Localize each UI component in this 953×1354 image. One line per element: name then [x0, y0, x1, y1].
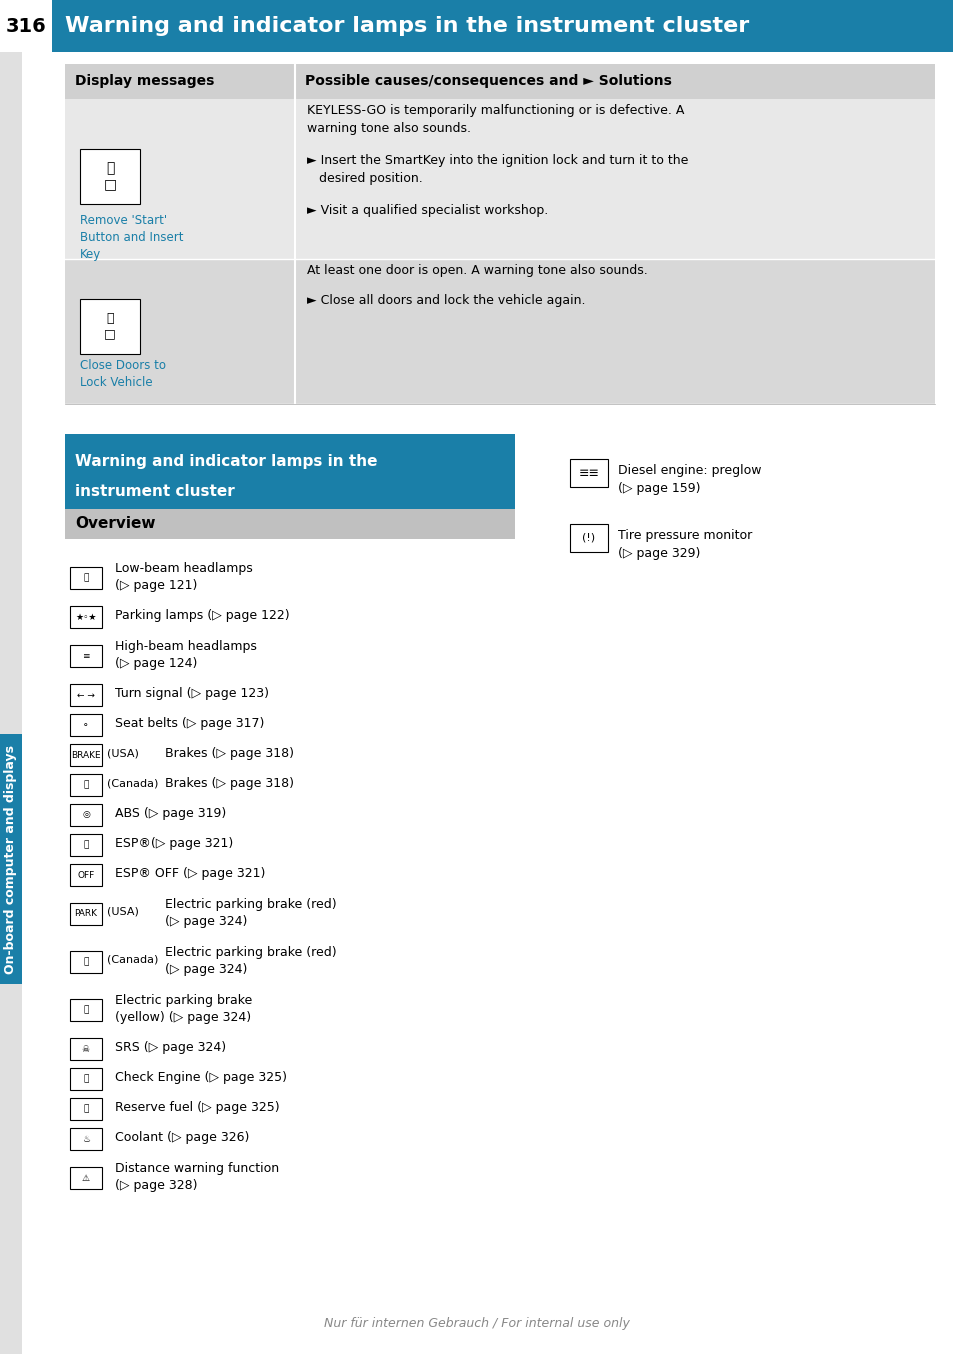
Bar — [65, 259, 934, 403]
Text: Turn signal (▷ page 123): Turn signal (▷ page 123) — [115, 686, 269, 700]
Text: ⚬: ⚬ — [82, 720, 90, 730]
Text: ♨: ♨ — [82, 1135, 90, 1144]
Text: ⚠: ⚠ — [82, 1174, 90, 1182]
Text: ⛟: ⛟ — [83, 841, 89, 849]
Bar — [569, 459, 607, 487]
Text: High-beam headlamps: High-beam headlamps — [115, 640, 256, 653]
Text: ⓘ: ⓘ — [83, 780, 89, 789]
Text: ABS (▷ page 319): ABS (▷ page 319) — [115, 807, 226, 819]
Text: ► Visit a qualified specialist workshop.: ► Visit a qualified specialist workshop. — [307, 204, 548, 217]
Text: ⓟ: ⓟ — [83, 1006, 89, 1014]
Text: ★◦★: ★◦★ — [75, 612, 96, 621]
Text: ☠: ☠ — [82, 1044, 90, 1053]
Text: Coolant (▷ page 326): Coolant (▷ page 326) — [115, 1131, 249, 1144]
Text: Diesel engine: preglow
(▷ page 159): Diesel engine: preglow (▷ page 159) — [618, 464, 760, 496]
Bar — [0, 734, 22, 984]
Bar — [70, 567, 102, 589]
Bar — [70, 645, 102, 668]
Bar — [70, 864, 102, 886]
Text: ← →: ← → — [77, 691, 95, 700]
Text: Warning and indicator lamps in the: Warning and indicator lamps in the — [75, 454, 377, 468]
Text: ESP® OFF (▷ page 321): ESP® OFF (▷ page 321) — [115, 867, 265, 880]
Text: Electric parking brake (red): Electric parking brake (red) — [165, 898, 336, 911]
Text: (Canada): (Canada) — [107, 955, 158, 965]
Text: (yellow) (▷ page 324): (yellow) (▷ page 324) — [115, 1011, 251, 1024]
Bar — [70, 1128, 102, 1150]
Text: (Canada): (Canada) — [107, 779, 158, 788]
Text: PARK: PARK — [74, 910, 97, 918]
Text: Seat belts (▷ page 317): Seat belts (▷ page 317) — [115, 716, 264, 730]
Text: Check Engine (▷ page 325): Check Engine (▷ page 325) — [115, 1071, 287, 1083]
Text: 316: 316 — [6, 16, 47, 35]
Bar — [0, 51, 22, 1354]
Text: On-board computer and displays: On-board computer and displays — [5, 745, 17, 974]
Bar — [70, 903, 102, 925]
Bar — [65, 64, 934, 99]
Text: ≡: ≡ — [82, 651, 90, 661]
Text: Distance warning function: Distance warning function — [115, 1162, 279, 1175]
Bar — [70, 743, 102, 766]
Text: Possible causes/consequences and ► Solutions: Possible causes/consequences and ► Solut… — [305, 74, 671, 88]
Text: (▷ page 328): (▷ page 328) — [115, 1179, 197, 1192]
Bar — [70, 714, 102, 737]
Text: Display messages: Display messages — [75, 74, 214, 88]
Text: Warning and indicator lamps in the instrument cluster: Warning and indicator lamps in the instr… — [65, 16, 748, 37]
Bar — [70, 684, 102, 705]
Text: Nur für internen Gebrauch / For internal use only: Nur für internen Gebrauch / For internal… — [324, 1317, 629, 1331]
Bar — [70, 1167, 102, 1189]
Text: Overview: Overview — [75, 516, 155, 532]
Bar — [70, 999, 102, 1021]
Text: ⛽: ⛽ — [83, 1105, 89, 1113]
Text: BRAKE: BRAKE — [71, 750, 101, 760]
Text: Reserve fuel (▷ page 325): Reserve fuel (▷ page 325) — [115, 1101, 279, 1113]
Text: (▷ page 324): (▷ page 324) — [165, 915, 247, 927]
Bar — [80, 299, 140, 353]
Text: 🔑
□: 🔑 □ — [103, 161, 116, 192]
Text: ␐: ␐ — [83, 574, 89, 582]
Bar — [70, 1098, 102, 1120]
Text: Remove 'Start'
Button and Insert
Key: Remove 'Start' Button and Insert Key — [80, 214, 183, 261]
Text: ◎: ◎ — [82, 811, 90, 819]
Bar — [65, 509, 515, 539]
Text: 🚗
□: 🚗 □ — [104, 313, 115, 340]
Bar — [70, 1068, 102, 1090]
Text: At least one door is open. A warning tone also sounds.: At least one door is open. A warning ton… — [307, 264, 647, 278]
Bar — [0, 0, 953, 51]
Text: SRS (▷ page 324): SRS (▷ page 324) — [115, 1040, 226, 1053]
Bar — [70, 951, 102, 974]
Bar — [70, 607, 102, 628]
Text: Tire pressure monitor
(▷ page 329): Tire pressure monitor (▷ page 329) — [618, 529, 752, 561]
Bar — [70, 804, 102, 826]
Text: ⛔: ⛔ — [83, 1075, 89, 1083]
Text: ESP®(▷ page 321): ESP®(▷ page 321) — [115, 837, 233, 849]
Text: Electric parking brake: Electric parking brake — [115, 994, 252, 1007]
Text: (USA): (USA) — [107, 747, 139, 758]
Text: OFF: OFF — [77, 871, 94, 880]
Bar — [569, 524, 607, 552]
Text: ⓟ: ⓟ — [83, 957, 89, 967]
Text: (▷ page 121): (▷ page 121) — [115, 580, 197, 592]
Text: instrument cluster: instrument cluster — [75, 483, 234, 500]
Text: Brakes (▷ page 318): Brakes (▷ page 318) — [165, 776, 294, 789]
Text: ► Close all doors and lock the vehicle again.: ► Close all doors and lock the vehicle a… — [307, 294, 585, 307]
Bar — [70, 1039, 102, 1060]
Text: Brakes (▷ page 318): Brakes (▷ page 318) — [165, 746, 294, 760]
Bar — [80, 149, 140, 204]
Text: ≡≡: ≡≡ — [578, 467, 598, 479]
Bar — [70, 834, 102, 856]
Text: Electric parking brake (red): Electric parking brake (red) — [165, 946, 336, 959]
Text: Low-beam headlamps: Low-beam headlamps — [115, 562, 253, 575]
Text: (!): (!) — [582, 533, 595, 543]
Text: (USA): (USA) — [107, 907, 139, 917]
Text: Parking lamps (▷ page 122): Parking lamps (▷ page 122) — [115, 608, 290, 621]
Bar — [0, 0, 52, 51]
Bar — [70, 774, 102, 796]
Text: (▷ page 324): (▷ page 324) — [165, 963, 247, 976]
Text: ► Insert the SmartKey into the ignition lock and turn it to the
   desired posit: ► Insert the SmartKey into the ignition … — [307, 154, 688, 185]
Bar — [65, 99, 934, 259]
Text: (▷ page 124): (▷ page 124) — [115, 657, 197, 670]
Text: Close Doors to
Lock Vehicle: Close Doors to Lock Vehicle — [80, 359, 166, 389]
Text: KEYLESS-GO is temporarily malfunctioning or is defective. A
warning tone also so: KEYLESS-GO is temporarily malfunctioning… — [307, 104, 683, 135]
Bar — [65, 435, 515, 509]
